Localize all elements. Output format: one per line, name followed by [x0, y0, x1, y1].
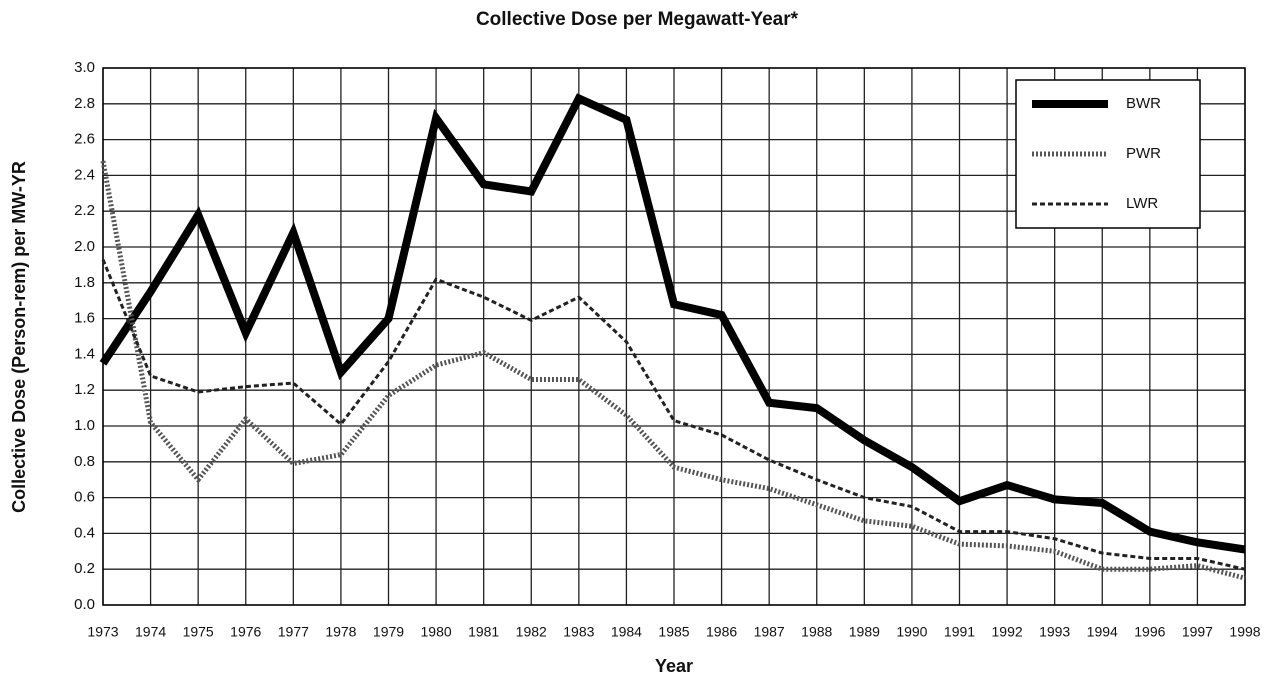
- x-tick-label: 1983: [563, 624, 594, 640]
- x-tick-label: 1992: [992, 624, 1023, 640]
- x-axis-label: Year: [655, 656, 693, 676]
- y-tick-label: 1.6: [74, 310, 95, 327]
- x-tick-label: 1997: [1182, 624, 1213, 640]
- y-tick-label: 2.2: [74, 202, 95, 219]
- y-tick-label: 0.0: [74, 596, 95, 613]
- x-tick-label: 1985: [658, 624, 689, 640]
- x-tick-label: 1976: [230, 624, 261, 640]
- legend-label: PWR: [1126, 145, 1161, 162]
- y-tick-label: 2.0: [74, 238, 95, 255]
- x-tick-label: 1974: [135, 624, 166, 640]
- x-tick-label: 1986: [706, 624, 737, 640]
- y-tick-label: 1.0: [74, 417, 95, 434]
- y-tick-label: 1.8: [74, 274, 95, 291]
- x-tick-label: 1981: [468, 624, 499, 640]
- x-tick-label: 1990: [896, 624, 927, 640]
- plot-frame: [102, 67, 1246, 606]
- x-tick-label: 1996: [1134, 624, 1165, 640]
- legend-label: BWR: [1126, 95, 1161, 112]
- legend-label: LWR: [1126, 195, 1158, 212]
- y-tick-label: 2.4: [74, 166, 95, 183]
- series-line: [100, 160, 1246, 581]
- x-tick-label: 1979: [373, 624, 404, 640]
- series-line: [101, 258, 1246, 571]
- x-tick-label: 1980: [421, 624, 452, 640]
- y-tick-label: 2.6: [74, 131, 95, 148]
- x-tick-label: 1993: [1039, 624, 1070, 640]
- y-tick-label: 0.8: [74, 453, 95, 470]
- y-tick-label: 1.4: [74, 345, 95, 362]
- y-axis-label: Collective Dose (Person-rem) per MW-YR: [9, 161, 29, 513]
- x-tick-label: 1987: [754, 624, 785, 640]
- chart-title: Collective Dose per Megawatt-Year*: [476, 9, 799, 30]
- x-tick-label: 1982: [516, 624, 547, 640]
- x-tick-label: 1998: [1229, 624, 1260, 640]
- y-tick-label: 0.6: [74, 489, 95, 506]
- series-line: [99, 93, 1246, 554]
- y-tick-label: 3.0: [74, 59, 95, 76]
- x-tick-label: 1978: [325, 624, 356, 640]
- x-tick-label: 1973: [87, 624, 118, 640]
- y-tick-label: 2.8: [74, 95, 95, 112]
- y-tick-label: 1.2: [74, 381, 95, 398]
- x-tick-label: 1984: [611, 624, 642, 640]
- x-tick-label: 1988: [801, 624, 832, 640]
- x-tick-label: 1989: [849, 624, 880, 640]
- x-tick-label: 1994: [1087, 624, 1118, 640]
- x-tick-label: 1975: [183, 624, 214, 640]
- y-tick-label: 0.4: [74, 524, 95, 541]
- x-tick-label: 1991: [944, 624, 975, 640]
- x-tick-label: 1977: [278, 624, 309, 640]
- y-tick-label: 0.2: [74, 560, 95, 577]
